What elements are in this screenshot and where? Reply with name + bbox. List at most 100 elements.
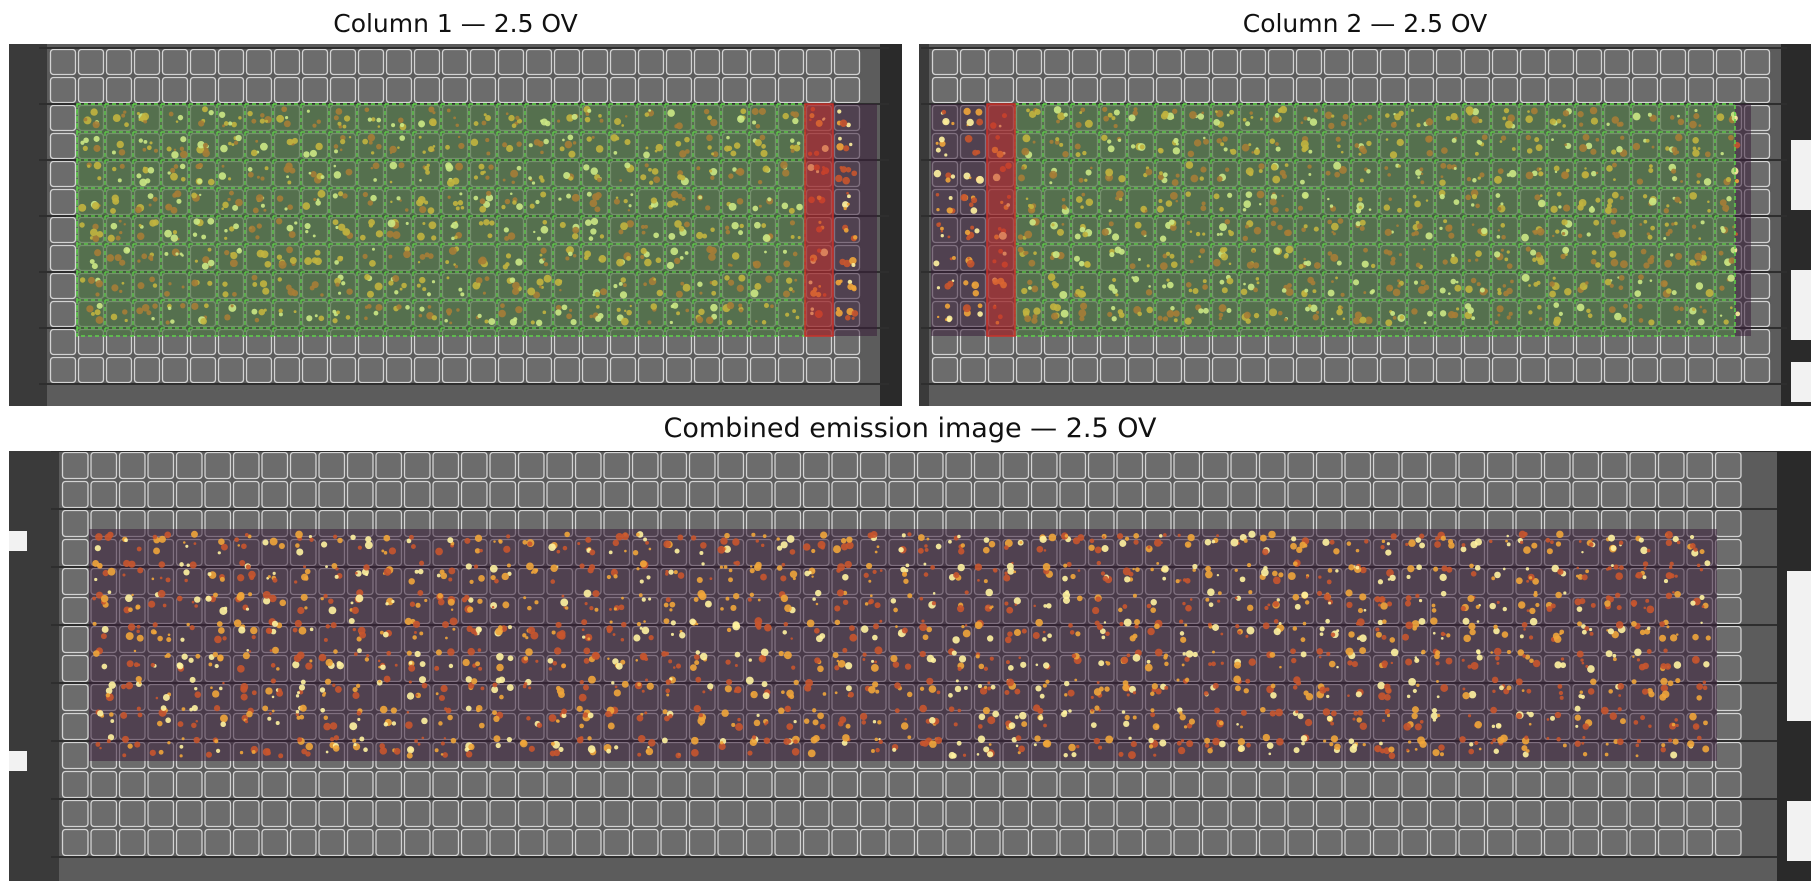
- hotspot: [91, 312, 95, 316]
- hotspot: [202, 256, 210, 264]
- sensor-cell: [1315, 451, 1343, 480]
- hotspot: [728, 173, 734, 179]
- hotspot: [334, 574, 339, 579]
- hotspot: [237, 574, 245, 582]
- sensor-cell: [1211, 48, 1239, 76]
- hotspot: [164, 290, 170, 297]
- hotspot: [181, 285, 185, 289]
- hotspot: [559, 146, 565, 152]
- hotspot: [1462, 617, 1470, 625]
- hotspot: [1158, 534, 1163, 538]
- hotspot: [370, 151, 375, 155]
- hotspot: [923, 572, 929, 577]
- hotspot: [1300, 651, 1307, 658]
- sensor-cell: [959, 48, 987, 76]
- hotspot: [445, 144, 450, 150]
- hotspot: [192, 232, 198, 237]
- hotspot: [446, 108, 451, 113]
- hotspot: [366, 654, 370, 658]
- hotspot: [581, 628, 585, 632]
- hotspot: [255, 139, 259, 143]
- hotspot: [194, 259, 198, 263]
- hotspot: [1322, 538, 1330, 546]
- sensor-cell: [831, 480, 859, 509]
- hotspot: [1557, 568, 1564, 575]
- sensor-cell: [546, 480, 574, 509]
- hotspot: [1319, 626, 1325, 632]
- hotspot: [509, 192, 513, 196]
- hotspot: [781, 562, 786, 567]
- hotspot: [868, 579, 872, 583]
- hotspot: [176, 662, 183, 668]
- hotspot: [507, 655, 514, 662]
- sensor-cell: [1372, 480, 1400, 509]
- hotspot: [424, 252, 430, 258]
- hotspot: [1520, 540, 1524, 545]
- hotspot: [619, 179, 623, 182]
- sensor-cell: [61, 712, 89, 741]
- hotspot: [1460, 605, 1466, 612]
- hotspot: [157, 635, 163, 642]
- sensor-cell: [1230, 828, 1258, 857]
- hotspot: [201, 262, 209, 270]
- hotspot: [298, 684, 306, 691]
- sensor-cell: [175, 451, 203, 480]
- hotspot: [983, 666, 989, 671]
- hotspot: [179, 146, 185, 151]
- hotspot: [1205, 597, 1210, 602]
- hotspot: [788, 207, 795, 214]
- sensor-cell: [987, 76, 1015, 104]
- sensor-cell: [261, 480, 289, 509]
- hotspot: [506, 534, 511, 539]
- hotspot: [865, 562, 873, 570]
- sensor-cell: [774, 480, 802, 509]
- hotspot: [100, 633, 107, 640]
- hotspot: [708, 169, 713, 173]
- hotspot: [1672, 590, 1675, 594]
- hotspot: [271, 620, 279, 627]
- sensor-cell: [1575, 76, 1603, 104]
- sensor-cell: [1519, 76, 1547, 104]
- hotspot: [843, 145, 850, 152]
- hotspot: [1419, 542, 1426, 549]
- hotspot: [259, 142, 268, 151]
- sensor-cell: [217, 48, 245, 76]
- hotspot: [110, 313, 118, 321]
- hotspot: [337, 537, 343, 544]
- sensor-cell: [1087, 770, 1115, 799]
- sensor-cell: [375, 799, 403, 828]
- hotspot: [446, 179, 455, 187]
- sensor-cell: [777, 48, 805, 76]
- sensor-cell: [385, 48, 413, 76]
- hotspot: [1217, 599, 1221, 603]
- hotspot: [1004, 636, 1012, 644]
- hotspot: [348, 135, 352, 139]
- hotspot: [348, 618, 355, 625]
- hotspot: [477, 282, 481, 287]
- sensor-cell: [49, 104, 77, 132]
- sensor-cell: [1491, 76, 1519, 104]
- hotspot: [1555, 541, 1562, 547]
- hotspot: [1522, 654, 1526, 658]
- hotspot: [223, 121, 229, 126]
- hotspot: [1669, 634, 1678, 642]
- hotspot: [669, 320, 673, 325]
- hotspot: [137, 259, 141, 263]
- hotspot: [905, 563, 910, 568]
- hotspot: [675, 140, 682, 147]
- sensor-cell: [1287, 770, 1315, 799]
- hotspot: [696, 576, 703, 584]
- hotspot: [497, 625, 503, 630]
- sensor-cell: [1230, 480, 1258, 509]
- hotspot: [157, 589, 166, 598]
- hotspot: [399, 287, 403, 291]
- hotspot: [585, 536, 592, 543]
- hotspot: [1003, 574, 1011, 582]
- sensor-cell: [245, 76, 273, 104]
- sensor-cell: [61, 480, 89, 509]
- sensor-cell: [581, 356, 609, 384]
- hotspot: [145, 178, 151, 184]
- hotspot: [352, 627, 356, 632]
- hotspot: [543, 138, 549, 145]
- hotspot: [467, 647, 476, 656]
